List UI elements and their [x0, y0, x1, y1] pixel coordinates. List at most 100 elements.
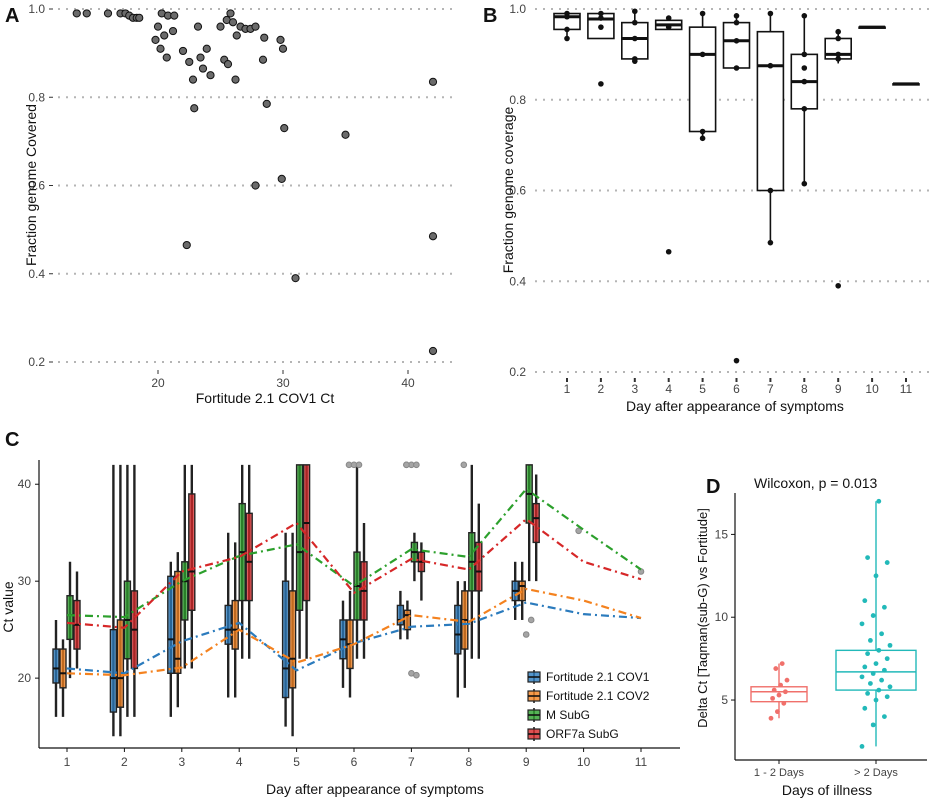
panel-d-data-point	[876, 687, 882, 693]
panel-d-data-point	[873, 661, 879, 666]
panel-a-data-point	[160, 31, 169, 40]
panel-d-data-point	[859, 744, 865, 749]
panel-d-data-point	[781, 700, 787, 706]
panel-c-box-2-day-8	[468, 464, 476, 659]
panel-a-data-point	[103, 9, 113, 18]
panel-a-data-point	[190, 104, 199, 113]
panel-a-y-tick-label: 1.0	[28, 2, 45, 16]
panel-c-box	[116, 619, 125, 708]
panel-c-boxes	[52, 464, 540, 737]
panel-d-y-tick-label: 15	[715, 527, 729, 541]
panel-c-legend-label: M SubG	[546, 708, 590, 722]
panel-c-box	[188, 493, 196, 611]
panel-d-data-point	[784, 677, 790, 683]
panel-d-data-point	[862, 598, 868, 604]
panel-b-x-tick-label: 8	[801, 382, 808, 396]
panel-a-data-point	[216, 22, 225, 31]
panel-b-x-tick-label: 9	[835, 382, 842, 396]
panel-d-data-point	[865, 555, 870, 560]
panel-d-data-point	[868, 638, 873, 643]
panel-d-box-group-0	[750, 661, 808, 721]
panel-c-box-2-day-1	[66, 561, 74, 679]
panel-d-box-group-1	[835, 498, 917, 749]
panel-c-x-tick-label: 4	[236, 755, 243, 769]
panel-d-data-point	[770, 695, 775, 701]
panel-d-x-ticks: 1 - 2 Days > 2 Days	[754, 760, 898, 779]
panel-c-y-axis-title: Ct value	[0, 581, 16, 633]
panel-a-data-point	[178, 46, 188, 56]
panel-b-box-day-7	[756, 10, 785, 246]
panel-d-data-point	[876, 498, 882, 504]
panel-b-data-point	[801, 106, 808, 112]
panel-b-data-point	[699, 51, 706, 58]
panel-b-y-tick-label: 0.8	[509, 93, 526, 107]
panel-c-legend-label: Fortitude 2.1 COV1	[546, 670, 650, 684]
panel-c-outlier	[355, 461, 363, 469]
panel-d-x-tick-label: 1 - 2 Days	[754, 767, 805, 779]
panel-c-box	[109, 628, 118, 713]
panel-b-box-day-8	[790, 13, 819, 187]
panel-c-mean-line-series-3	[66, 517, 642, 629]
panel-a-y-tick-label: 0.6	[28, 179, 45, 193]
panel-b-data-point	[767, 239, 774, 246]
panel-c-box-0-day-6	[339, 600, 347, 688]
panel-d-data-point	[859, 674, 865, 680]
panel-a-y-tick-label: 0.2	[28, 355, 45, 369]
panel-d-data-point	[783, 689, 788, 695]
panel-a: A 0.2 0.4 0.6 0.8 1.0 20 30 40 Fortitude 2.1 C…	[5, 2, 458, 406]
panel-b-data-point	[733, 37, 740, 44]
panel-d-data-point	[771, 687, 777, 693]
panel-c-outlier	[403, 461, 410, 469]
panel-d-data-point	[882, 714, 887, 719]
panel-c-outlier	[527, 616, 535, 624]
panel-a-data-point	[276, 35, 285, 44]
panel-d-y-tick-label: 10	[715, 610, 729, 624]
panel-c-box-2-day-5	[295, 464, 304, 659]
panel-d-data-point	[776, 692, 782, 698]
panel-b-box	[688, 26, 717, 133]
panel-c-box-1-day-9	[518, 561, 526, 620]
panel-a-data-point	[428, 77, 438, 86]
panel-a-data-point	[185, 57, 194, 67]
panel-d-data-point	[773, 666, 779, 671]
panel-b-box-day-11	[892, 82, 920, 86]
panel-c-x-tick-label: 11	[635, 755, 648, 769]
panel-c-box	[281, 580, 290, 699]
panel-b-box	[722, 21, 751, 69]
panel-c-box-3-day-3	[188, 464, 196, 669]
panel-b-data-point	[665, 24, 672, 30]
panel-a-data-point	[280, 124, 289, 133]
panel-c-outlier	[460, 461, 468, 469]
panel-c-x-tick-label: 10	[577, 755, 591, 769]
panel-b-x-axis-title: Day after appearance of symptoms	[626, 398, 844, 414]
panel-a-data-point	[260, 33, 269, 42]
panel-c-legend: Fortitude 2.1 COV1 Fortitude 2.1 COV2 M Su…	[527, 670, 650, 741]
panel-b-y-axis-title: Fraction genome coverage	[500, 107, 516, 274]
panel-c-box-1-day-3	[174, 552, 182, 708]
panel-b-x-tick-label: 7	[767, 382, 774, 396]
panel-d-data-point	[870, 722, 876, 728]
panel-a-data-point	[196, 53, 205, 62]
panel-c-box-0-day-7	[396, 590, 405, 640]
panel-d-data-point	[884, 694, 890, 700]
panel-c-box-3-day-4	[245, 464, 253, 659]
panel-d-data-point	[882, 667, 887, 673]
panel-b-data-point	[733, 65, 740, 71]
panel-a-x-axis-title: Fortitude 2.1 COV1 Ct	[196, 390, 335, 406]
panel-b-data-point	[699, 10, 706, 17]
panel-d-data-point	[868, 681, 873, 686]
panel-d: D Wilcoxon, p = 0.013 5 10 15 1 - 2 Days > …	[695, 475, 927, 798]
panel-a-y-tick-label: 0.8	[28, 90, 45, 104]
panel-c-box-0-day-8	[454, 581, 462, 698]
panel-b-data-point	[835, 51, 841, 58]
panel-b-data-point	[632, 19, 638, 26]
panel-a-points	[72, 9, 438, 356]
panel-b-data-point	[801, 65, 808, 71]
panel-a-data-point	[251, 22, 260, 31]
panel-b-outlier	[598, 81, 604, 87]
panel-a-data-point	[193, 22, 203, 31]
panel-c-box-0-day-9	[511, 561, 519, 620]
panel-b-y-tick-label: 1.0	[509, 2, 526, 16]
panel-c-x-tick-label: 7	[408, 755, 415, 769]
